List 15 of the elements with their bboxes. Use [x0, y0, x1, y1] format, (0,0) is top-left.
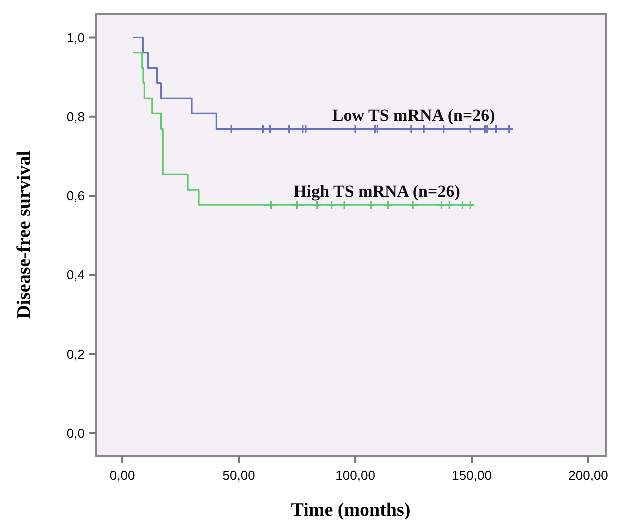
series-label: Low TS mRNA (n=26) [332, 106, 496, 126]
x-tick-label: 200,00 [568, 468, 608, 483]
x-tick-label: 150,00 [452, 468, 492, 483]
x-tick-label: 100,00 [336, 468, 376, 483]
y-tick-label: 0,0 [66, 426, 85, 441]
x-tick-label: 50,00 [222, 468, 256, 483]
y-tick-label: 0,8 [66, 109, 85, 124]
y-tick-label: 0,6 [66, 188, 85, 204]
y-tick-label: 0,4 [66, 268, 85, 283]
y-axis-title: Disease-free survival [14, 151, 35, 319]
x-axis-title: Time (months) [291, 500, 411, 521]
y-tick-label: 1,0 [66, 30, 85, 46]
series-label: High TS mRNA (n=26) [294, 182, 460, 202]
x-tick-label: 0,00 [110, 468, 136, 483]
y-tick-label: 0,2 [66, 346, 85, 362]
